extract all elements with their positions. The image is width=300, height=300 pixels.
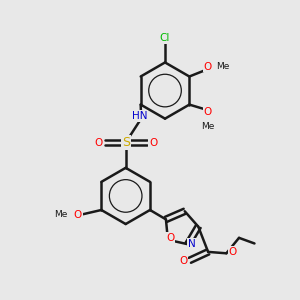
Text: O: O <box>204 61 212 72</box>
Text: HN: HN <box>132 111 147 121</box>
Text: O: O <box>179 256 188 266</box>
Text: S: S <box>122 136 130 149</box>
Text: Cl: Cl <box>160 34 170 44</box>
Text: O: O <box>74 210 82 220</box>
Text: Me: Me <box>54 210 67 219</box>
Text: O: O <box>94 137 102 148</box>
Text: O: O <box>166 232 174 243</box>
Text: Me: Me <box>201 122 214 130</box>
Text: O: O <box>149 137 158 148</box>
Text: Me: Me <box>216 62 229 71</box>
Text: O: O <box>204 106 212 116</box>
Text: N: N <box>188 239 196 249</box>
Text: O: O <box>229 247 237 257</box>
